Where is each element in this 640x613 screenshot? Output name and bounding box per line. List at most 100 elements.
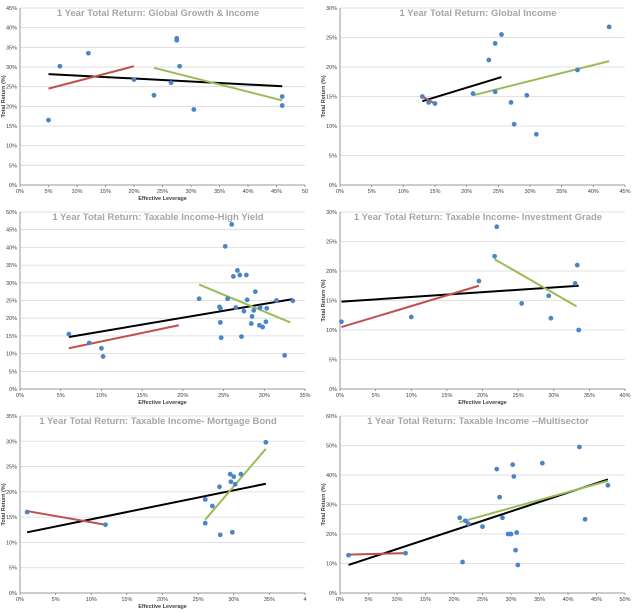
x-tick-label: 20% [157, 597, 168, 603]
x-tick-label: 10% [71, 189, 82, 195]
y-tick-label: 0% [329, 183, 337, 189]
y-axis-label: Total Return (%) [321, 75, 327, 117]
chart-svg: 0% 5% 10% 15% 20% 25% 30% 35% 40% 45% 50% 0% 5% 10% 15… [6, 210, 311, 406]
x-tick-label: 40% [619, 393, 630, 399]
chart-title: 1 Year Total Return: Taxable Income-High… [52, 212, 263, 223]
data-point [408, 314, 414, 320]
data-point [252, 289, 258, 295]
y-tick-label: 30% [326, 503, 337, 509]
x-tick-label: 30% [185, 189, 196, 195]
data-point [457, 515, 463, 521]
y-tick-label: 15% [326, 299, 337, 305]
data-point [202, 520, 208, 526]
chart-title: 1 Year Total Return: Global Income [400, 8, 557, 19]
x-tick-label: 0% [16, 393, 24, 399]
y-tick-label: 50% [326, 444, 337, 450]
x-tick-label: 0% [16, 189, 24, 195]
x-tick-label: 30% [505, 597, 516, 603]
x-axis-label: Effective Leverage [138, 196, 187, 202]
trend-line-red [48, 65, 135, 90]
trend-line-red [348, 552, 406, 556]
trend-line-green [153, 66, 283, 102]
y-tick-label: 5% [9, 163, 17, 169]
data-point [222, 243, 228, 249]
y-tick-label: 5% [9, 369, 17, 375]
y-tick-label: 50% [6, 210, 17, 216]
data-point [494, 224, 500, 230]
chart-title: 1 Year Total Return: Global Growth & Inc… [57, 8, 259, 19]
x-tick-label: 40% [588, 189, 599, 195]
data-point [460, 559, 465, 565]
x-tick-label: 20% [128, 189, 139, 195]
chart-svg: 0% 5% 10% 15% 20% 25% 30% 35% 40% 45% 0% 5% 10% 15% 20… [1, 6, 308, 202]
data-point [57, 63, 63, 69]
y-tick-label: 25% [326, 240, 337, 246]
x-tick-label: 15% [100, 189, 111, 195]
data-point [533, 131, 539, 137]
y-tick-label: 10% [6, 540, 17, 546]
trend-line-green [459, 479, 609, 524]
data-point [279, 103, 285, 108]
chart-investment-grade: 0% 5% 10% 15% 20% 25% 30% 0% 5% 10% 15% 20% 25% 30% 35… [320, 204, 640, 408]
data-point [196, 296, 202, 302]
y-tick-label: 15% [6, 334, 17, 340]
data-point [227, 471, 233, 477]
data-point [346, 552, 351, 558]
data-point [279, 94, 285, 99]
chart-mortgage-bond: 0% 5% 10% 15% 20% 25% 30% 35% 0% 5% 10% 15% 20% 25% 30… [0, 408, 320, 612]
x-tick-label: 10% [406, 393, 417, 399]
x-tick-label: 10% [86, 597, 97, 603]
data-point [86, 50, 91, 56]
y-axis-label: Total Return (%) [321, 279, 327, 321]
data-point [237, 272, 243, 278]
y-tick-label: 35% [6, 263, 17, 269]
chart-svg: 0% 5% 10% 15% 20% 25% 30% 0% 5% 10% 15% 20% 25% 30% 35… [321, 210, 631, 406]
data-point [480, 524, 485, 530]
x-tick-label: 50 [302, 189, 308, 195]
data-point [248, 321, 254, 326]
data-point [99, 345, 104, 351]
y-tick-label: 30% [326, 210, 337, 216]
x-tick-label: 5% [45, 189, 53, 195]
chart-title: 1 Year Total Return: Taxable Income --Mu… [367, 416, 589, 427]
x-tick-label: 0% [336, 393, 344, 399]
y-axis-label: Total Return (%) [1, 75, 7, 117]
data-point [263, 439, 269, 445]
x-tick-label: 0% [16, 597, 24, 603]
data-point [225, 296, 231, 302]
x-tick-label: 35% [534, 597, 545, 603]
y-tick-label: 45% [6, 6, 17, 12]
x-tick-label: 10% [96, 393, 107, 399]
x-tick-label: 35% [264, 597, 275, 603]
data-point [251, 308, 257, 313]
y-tick-label: 15% [6, 124, 17, 130]
data-point [576, 327, 582, 333]
y-tick-label: 0% [329, 387, 337, 393]
data-point [511, 474, 517, 479]
y-tick-label: 40% [6, 26, 17, 32]
x-tick-label: 35% [584, 393, 595, 399]
data-point [548, 315, 554, 321]
x-tick-label: 30% [259, 393, 270, 399]
data-point [260, 324, 266, 330]
x-tick-label: 50% [619, 597, 630, 603]
data-point [524, 92, 530, 98]
chart-high-yield: 0% 5% 10% 15% 20% 25% 30% 35% 40% 45% 50% 0% 5% 10% 15… [0, 204, 320, 408]
y-tick-label: 0% [9, 183, 17, 189]
data-point [426, 100, 432, 105]
chart-title: 1 Year Total Return: Taxable Income- Inv… [354, 212, 602, 223]
data-point [228, 479, 234, 485]
data-point [492, 89, 498, 95]
data-point [229, 529, 235, 535]
data-point [217, 484, 222, 490]
data-point [274, 298, 279, 303]
y-axis-label: Total Return (%) [1, 483, 7, 525]
y-tick-label: 40% [326, 473, 337, 479]
y-tick-label: 25% [6, 299, 17, 305]
y-tick-label: 0% [9, 591, 17, 597]
x-tick-label: 20% [477, 393, 488, 399]
data-point [263, 319, 269, 325]
chart-global-income: 0% 5% 10% 15% 20% 25% 30% 0% 5% 10% 15% 20% 25% 30% 35… [320, 0, 640, 204]
y-tick-label: 25% [6, 85, 17, 91]
data-point [257, 305, 263, 310]
